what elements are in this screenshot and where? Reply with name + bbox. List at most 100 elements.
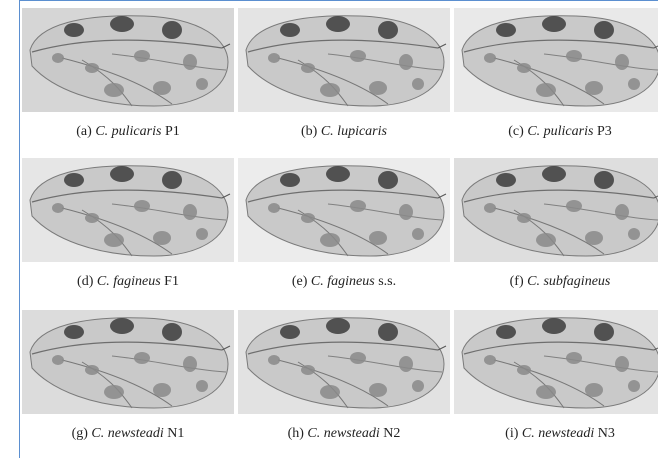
wing-spot (52, 355, 64, 365)
wing-spot (183, 204, 197, 220)
caption: (b) C. lupicaris (238, 124, 450, 140)
caption-label: (a) (76, 124, 92, 139)
wing-spot (350, 200, 366, 212)
caption: (c) C. pulicaris P3 (454, 124, 658, 140)
caption-suffix: s.s. (378, 274, 396, 289)
wing-spot (162, 21, 182, 39)
wing-spot (301, 365, 315, 375)
wing-spot (326, 16, 350, 32)
caption: (a) C. pulicaris P1 (22, 124, 234, 140)
wing-spot (162, 323, 182, 341)
wing-spot (484, 355, 496, 365)
caption: (e) C. fagineus s.s. (238, 274, 450, 290)
wing-spot (399, 204, 413, 220)
wing-panel (238, 8, 450, 112)
wing-spot (280, 325, 300, 339)
wing-spot (196, 380, 208, 392)
caption-label: (i) (505, 426, 518, 441)
caption-species: C. fagineus (97, 274, 161, 289)
wing-spot (484, 203, 496, 213)
wing-spot (628, 380, 640, 392)
wing-spot (585, 231, 603, 245)
wing-spot (412, 228, 424, 240)
caption-label: (h) (288, 426, 304, 441)
wing-spot (594, 21, 614, 39)
wing-spot (517, 63, 531, 73)
caption: (d) C. fagineus F1 (22, 274, 234, 290)
wing-spot (496, 173, 516, 187)
wing-spot (196, 228, 208, 240)
caption: (g) C. newsteadi N1 (22, 426, 234, 442)
wing-spot (64, 23, 84, 37)
caption: (h) C. newsteadi N2 (238, 426, 450, 442)
wing-panel (238, 158, 450, 262)
wing-spot (350, 50, 366, 62)
wing-spot (64, 325, 84, 339)
wing-spot (399, 356, 413, 372)
wing-spot (268, 203, 280, 213)
wing-spot (153, 231, 171, 245)
caption-suffix: N2 (383, 426, 400, 441)
wing-panel (454, 8, 658, 112)
wing-spot (326, 318, 350, 334)
wing-spot (64, 173, 84, 187)
wing-spot (110, 16, 134, 32)
wing-spot (85, 213, 99, 223)
wing-spot (153, 383, 171, 397)
wing-spot (536, 83, 556, 97)
wing-spot (566, 200, 582, 212)
caption-species: C. newsteadi (307, 426, 379, 441)
caption-label: (c) (508, 124, 524, 139)
caption-label: (d) (77, 274, 93, 289)
caption-suffix: P1 (165, 124, 180, 139)
wing-spot (378, 171, 398, 189)
caption-label: (b) (301, 124, 317, 139)
wing-spot (301, 63, 315, 73)
wing-panel (238, 310, 450, 414)
wing-spot (320, 385, 340, 399)
wing-spot (369, 81, 387, 95)
wing-spot (134, 200, 150, 212)
wing-spot (566, 50, 582, 62)
wing-spot (496, 325, 516, 339)
caption-label: (e) (292, 274, 308, 289)
wing-spot (615, 356, 629, 372)
wing-panel (454, 158, 658, 262)
wing-spot (615, 54, 629, 70)
caption-suffix: N1 (167, 426, 184, 441)
wing-spot (412, 380, 424, 392)
caption-species: C. newsteadi (91, 426, 163, 441)
wing-spot (369, 383, 387, 397)
wing-spot (183, 54, 197, 70)
wing-panel (22, 8, 234, 112)
wing-spot (85, 63, 99, 73)
caption-species: C. pulicaris (527, 124, 593, 139)
wing-spot (594, 171, 614, 189)
wing-images (0, 0, 658, 458)
caption-suffix: F1 (164, 274, 179, 289)
wing-spot (412, 78, 424, 90)
wing-spot (542, 166, 566, 182)
wing-spot (615, 204, 629, 220)
wing-spot (153, 81, 171, 95)
wing-spot (104, 233, 124, 247)
wing-spot (628, 228, 640, 240)
caption-label: (g) (72, 426, 88, 441)
wing-spot (85, 365, 99, 375)
wing-spot (536, 385, 556, 399)
wing-spot (628, 78, 640, 90)
wing-spot (484, 53, 496, 63)
wing-spot (280, 173, 300, 187)
wing-spot (542, 16, 566, 32)
wing-spot (320, 83, 340, 97)
caption-species: C. pulicaris (95, 124, 161, 139)
wing-spot (594, 323, 614, 341)
wing-spot (542, 318, 566, 334)
wing-spot (162, 171, 182, 189)
caption-suffix: N3 (598, 426, 615, 441)
wing-spot (268, 53, 280, 63)
caption: (f) C. subfagineus (454, 274, 658, 290)
wing-panel (22, 158, 234, 262)
wing-spot (104, 83, 124, 97)
wing-spot (183, 356, 197, 372)
